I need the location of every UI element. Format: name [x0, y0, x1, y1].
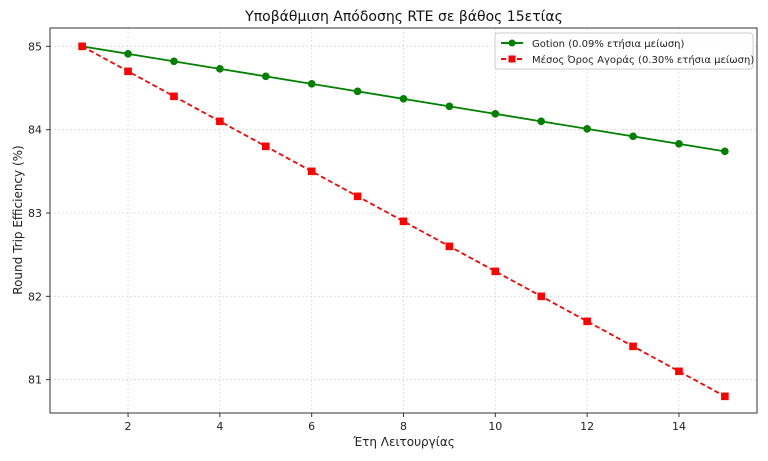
legend-box: [494, 32, 754, 70]
y-axis-label: Round Trip Efficiency (%): [11, 145, 25, 294]
data-point: [445, 102, 454, 111]
legend-item-gotion: Gotion (0.09% ετήσια μείωση): [501, 38, 685, 50]
data-point: [124, 50, 132, 58]
data-point: [170, 57, 178, 66]
data-point: [353, 87, 362, 96]
y-tick-label: 82: [28, 290, 42, 303]
data-point: [583, 317, 591, 326]
x-tick-label: 6: [308, 420, 315, 433]
data-point: [124, 67, 132, 76]
data-point: [629, 342, 637, 351]
data-point: [721, 392, 729, 401]
data-point: [216, 65, 224, 73]
x-tick-label: 14: [672, 420, 686, 433]
data-point: [307, 167, 316, 176]
x-tick-label: 12: [580, 420, 594, 433]
y-tick-label: 81: [28, 374, 42, 387]
data-point: [675, 367, 683, 376]
data-point: [307, 80, 316, 88]
data-point: [261, 142, 270, 151]
data-point: [675, 140, 683, 148]
legend-label: Μέσος Όρος Αγοράς (0.30% ετήσια μείωση): [532, 54, 754, 66]
chart-title: Υποβάθμιση Απόδοσης RTE σε βάθος 15ετίας: [244, 9, 563, 25]
data-point: [491, 267, 500, 276]
y-tick-label: 84: [28, 124, 42, 137]
data-point: [583, 125, 591, 133]
legend-label: Gotion (0.09% ετήσια μείωση): [532, 38, 685, 50]
data-point: [216, 117, 224, 126]
x-tick-label: 2: [125, 420, 132, 433]
data-point: [629, 132, 637, 141]
x-axis-ticks: 2 4 6 8 10 12 14: [125, 413, 686, 433]
data-point: [537, 292, 546, 301]
data-point: [170, 92, 178, 101]
legend: Gotion (0.09% ετήσια μείωση) Μέσος Όρος …: [494, 32, 754, 70]
square-marker-icon: [508, 55, 516, 63]
legend-item-market-average: Μέσος Όρος Αγοράς (0.30% ετήσια μείωση): [501, 54, 754, 66]
data-point: [445, 242, 454, 251]
data-point: [721, 147, 729, 156]
series-group: [78, 42, 729, 401]
data-point: [399, 95, 408, 103]
data-point: [399, 217, 408, 226]
x-axis-label: Έτη Λειτουργίας: [352, 435, 455, 449]
data-point: [261, 72, 270, 81]
y-axis-ticks: 81 82 83 84 85: [28, 40, 50, 387]
x-tick-label: 10: [488, 420, 502, 433]
circle-marker-icon: [508, 39, 516, 47]
grid-lines: [50, 28, 757, 413]
data-point: [491, 110, 500, 118]
y-tick-label: 85: [28, 40, 42, 53]
y-tick-label: 83: [28, 207, 42, 220]
x-tick-label: 4: [216, 420, 223, 433]
series-1: [78, 42, 729, 401]
data-point: [537, 117, 546, 126]
data-point: [353, 192, 362, 201]
x-tick-label: 8: [400, 420, 407, 433]
data-point: [78, 42, 86, 51]
series-line: [81, 45, 726, 398]
